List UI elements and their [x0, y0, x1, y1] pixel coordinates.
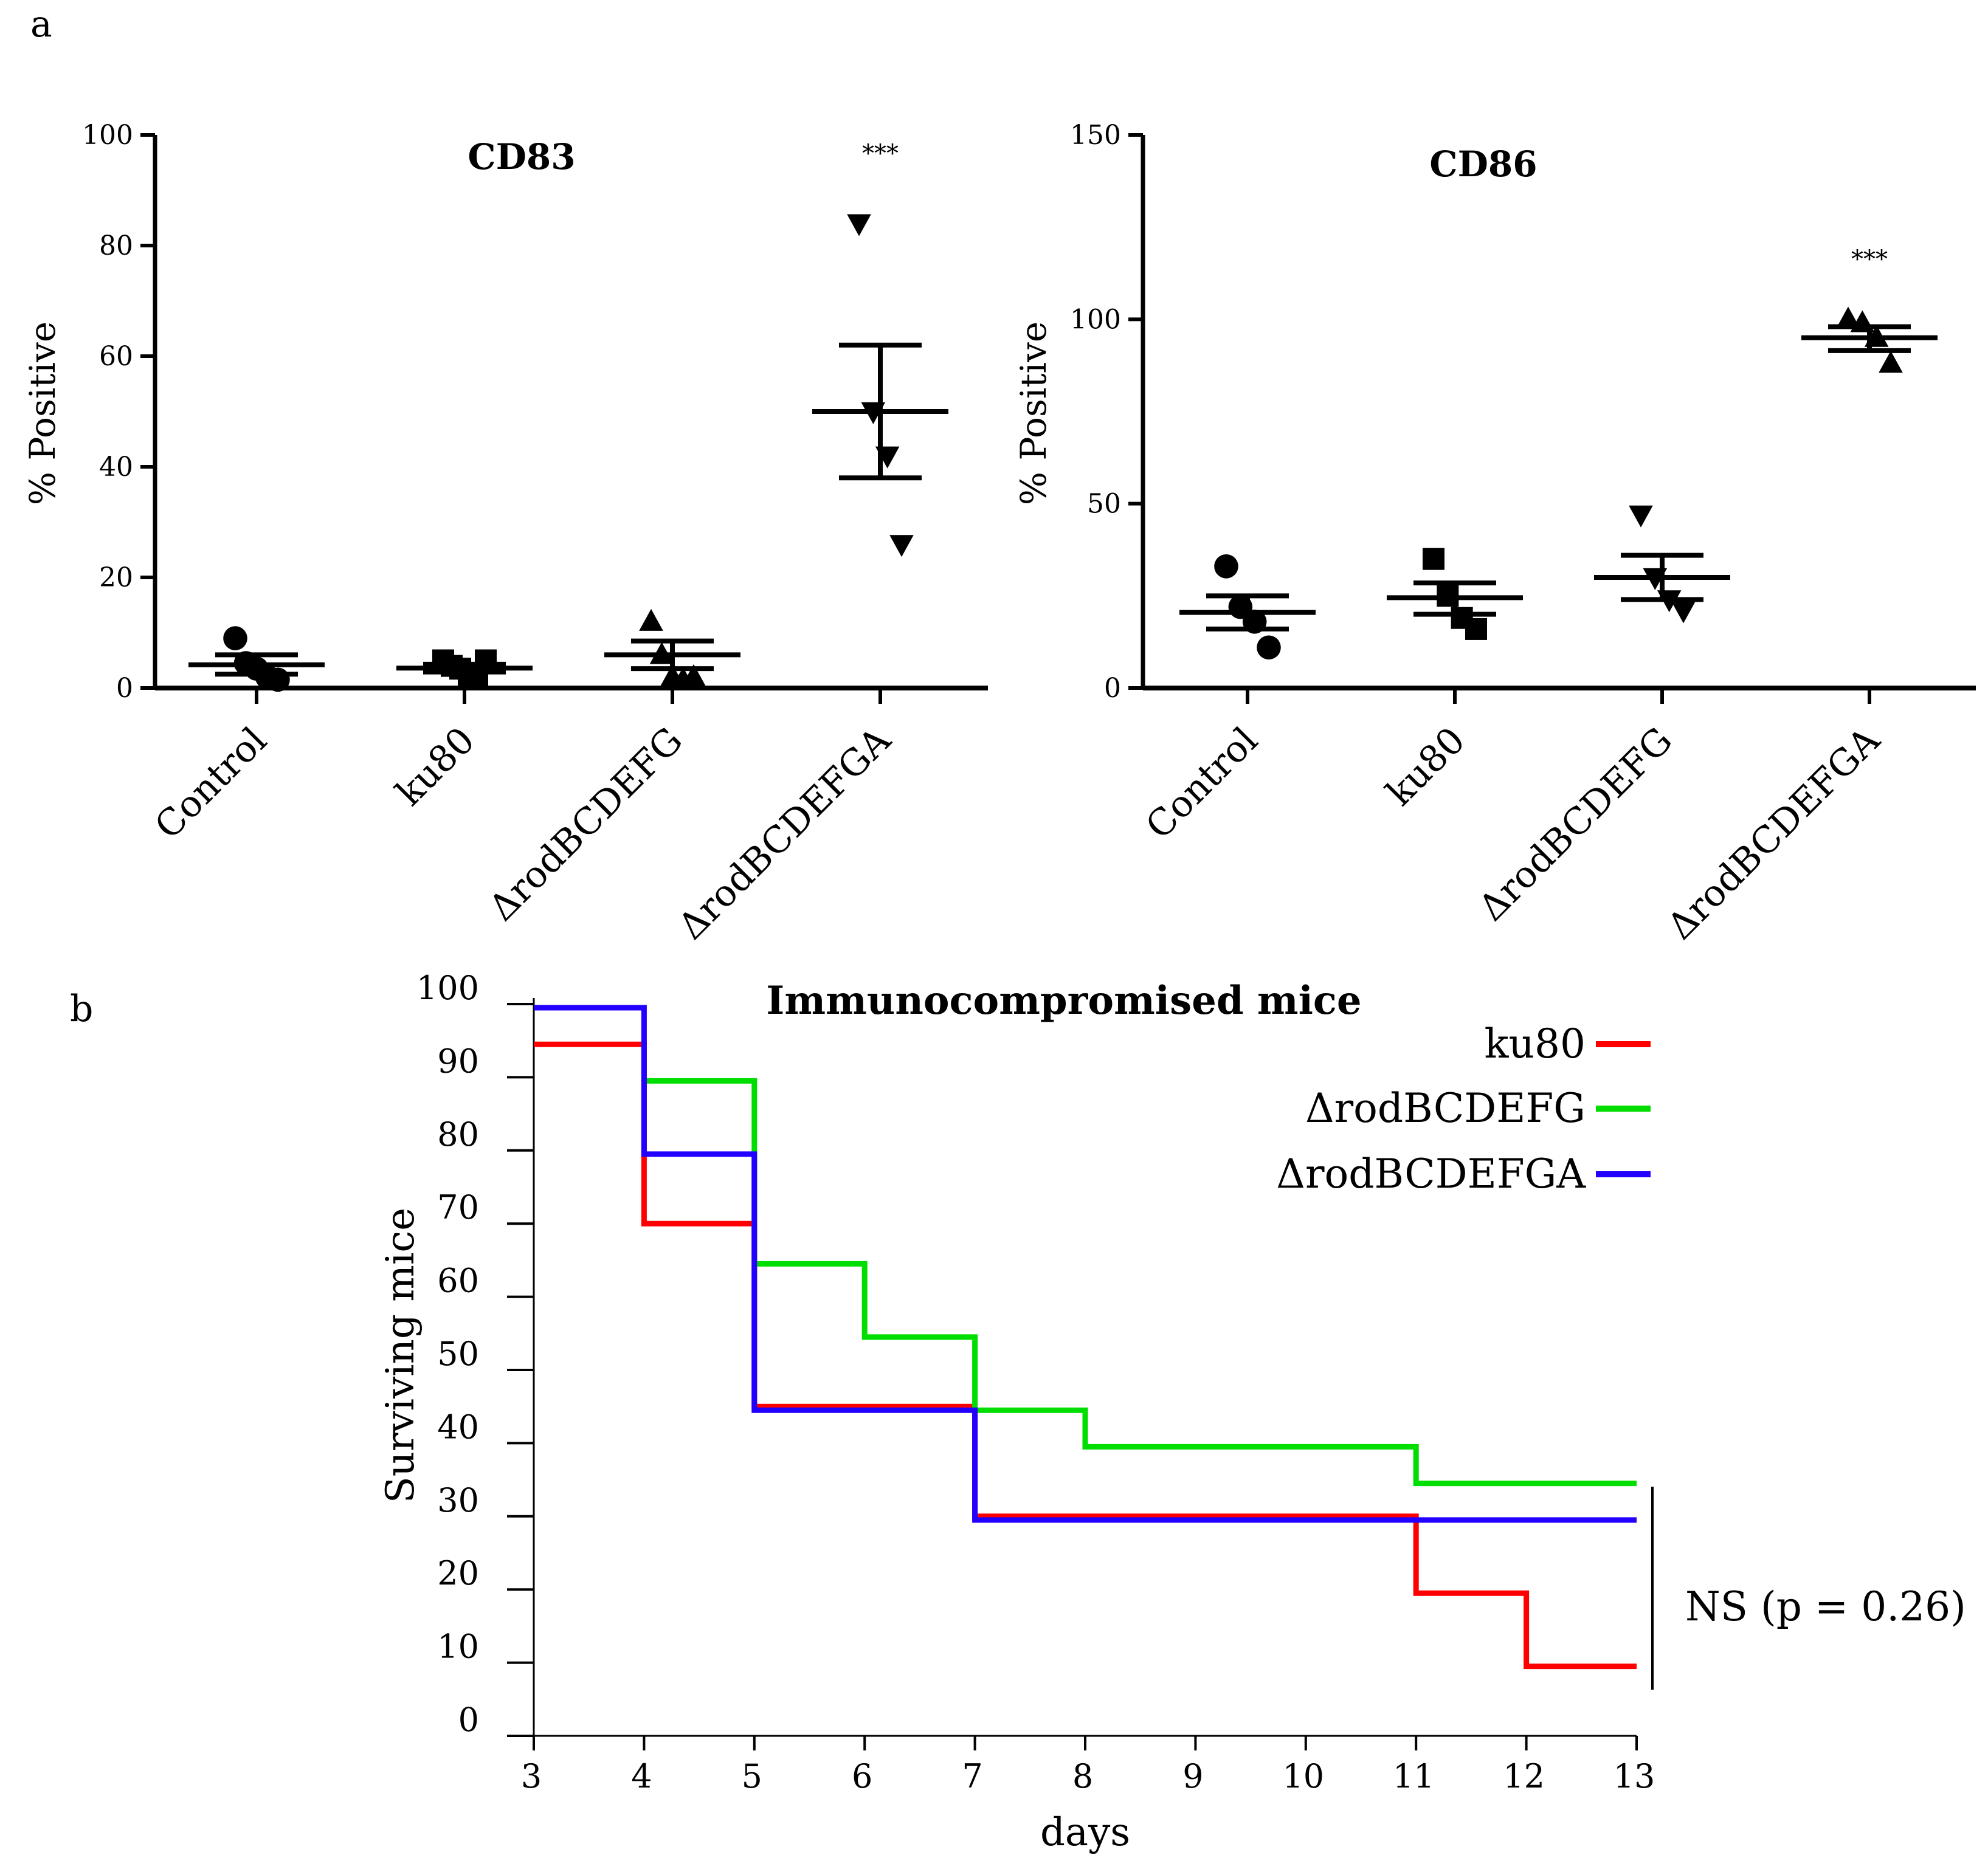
y-tick-label: 0: [458, 1701, 479, 1739]
significance-marker: ***: [862, 140, 899, 168]
y-tick-label: 80: [437, 1115, 479, 1154]
x-tick-label-delta-rodbcdefga: ΔrodBCDEFGA: [670, 719, 899, 948]
data-point-delta-rodbcdefga: [847, 214, 871, 236]
significance-marker: ***: [1851, 246, 1888, 274]
y-tick-label: 20: [437, 1554, 479, 1592]
survival-line-ku80: [534, 1041, 1637, 1670]
data-point-delta-rodbcdefg: [1671, 601, 1696, 624]
x-tick-label: 4: [631, 1757, 652, 1795]
data-point-control: [266, 667, 290, 692]
y-tick-label: 100: [82, 120, 133, 151]
x-tick-label-ku80: ku80: [1378, 719, 1474, 814]
legend-label-ku80: ku80: [1485, 1020, 1586, 1067]
y-tick-label: 60: [437, 1262, 479, 1300]
data-point-control: [1257, 635, 1281, 660]
survival-line-delta-rodbcdefga: [534, 1005, 1637, 1523]
data-point-delta-rodbcdefg: [639, 608, 663, 631]
cd83-y-axis-label: % Positive: [22, 322, 63, 505]
data-point-control: [1214, 554, 1238, 579]
cd86-title: CD86: [1429, 143, 1537, 185]
x-tick-label: 13: [1614, 1757, 1655, 1795]
x-tick-label-control: Control: [1137, 719, 1266, 847]
panel-label-b: b: [70, 988, 93, 1030]
survival-plot: Immunocompromised mice Surviving mice da…: [378, 969, 1966, 1855]
x-tick-label: 7: [962, 1757, 982, 1795]
x-tick-label-delta-rodbcdefg: ΔrodBCDEFG: [1471, 719, 1681, 929]
y-tick-label: 60: [99, 341, 133, 372]
y-tick-label: 0: [116, 673, 133, 704]
data-point-ku80: [1423, 548, 1444, 570]
x-tick-label-control: Control: [147, 719, 275, 847]
data-point-delta-rodbcdefga: [1879, 351, 1903, 373]
data-point-delta-rodbcdefg: [1629, 505, 1653, 528]
cd83-title: CD83: [468, 136, 575, 177]
y-tick-label: 100: [1070, 304, 1121, 335]
y-tick-label: 100: [416, 969, 479, 1007]
x-tick-label: 9: [1182, 1757, 1203, 1795]
data-point-control: [223, 626, 247, 650]
x-tick-label: 5: [742, 1757, 762, 1795]
survival-x-axis-label: days: [1040, 1810, 1130, 1855]
data-point-delta-rodbcdefg: [682, 664, 706, 686]
y-tick-label: 50: [437, 1335, 479, 1373]
y-tick-label: 20: [99, 562, 133, 593]
ns-annotation: NS (p = 0.26): [1685, 1583, 1966, 1630]
x-tick-label: 11: [1393, 1757, 1435, 1795]
y-tick-label: 150: [1070, 120, 1121, 151]
y-tick-label: 50: [1087, 489, 1121, 520]
cd86-y-axis-label: % Positive: [1013, 322, 1054, 505]
y-tick-label: 0: [1104, 673, 1121, 704]
x-tick-label-delta-rodbcdefga: ΔrodBCDEFGA: [1659, 719, 1888, 948]
y-tick-label: 70: [437, 1188, 479, 1227]
y-tick-label: 40: [437, 1408, 479, 1446]
x-tick-label: 6: [852, 1757, 872, 1795]
x-tick-label-delta-rodbcdefg: ΔrodBCDEFG: [481, 719, 691, 929]
data-point-ku80: [1465, 618, 1487, 640]
x-tick-label: 10: [1282, 1757, 1324, 1795]
x-tick-label: 12: [1503, 1757, 1545, 1795]
legend-label-delta-rodbcdefga: ΔrodBCDEFGA: [1276, 1151, 1586, 1197]
panel-label-a: a: [30, 3, 52, 46]
y-tick-label: 30: [437, 1481, 479, 1519]
survival-title: Immunocompromised mice: [766, 978, 1361, 1024]
y-tick-label: 40: [99, 452, 133, 483]
data-point-delta-rodbcdefga: [889, 535, 914, 557]
x-tick-label: 3: [521, 1757, 542, 1795]
survival-line-delta-rodbcdefg: [644, 1078, 1637, 1487]
x-tick-label: 8: [1072, 1757, 1093, 1795]
data-point-delta-rodbcdefga: [1836, 306, 1860, 329]
y-tick-label: 90: [437, 1042, 479, 1080]
survival-y-axis-label: Surviving mice: [378, 1208, 423, 1503]
x-tick-label-ku80: ku80: [388, 719, 483, 814]
y-tick-label: 10: [437, 1628, 479, 1666]
legend-label-delta-rodbcdefg: ΔrodBCDEFG: [1305, 1085, 1586, 1132]
y-tick-label: 80: [99, 230, 133, 261]
